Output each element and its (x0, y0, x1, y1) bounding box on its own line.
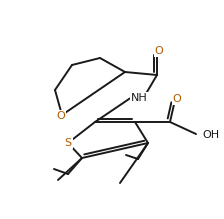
Text: O: O (57, 111, 65, 121)
Text: O: O (155, 46, 163, 56)
Text: O: O (173, 94, 181, 104)
Text: S: S (65, 138, 71, 148)
Text: NH: NH (131, 93, 147, 103)
Text: OH: OH (202, 130, 219, 140)
